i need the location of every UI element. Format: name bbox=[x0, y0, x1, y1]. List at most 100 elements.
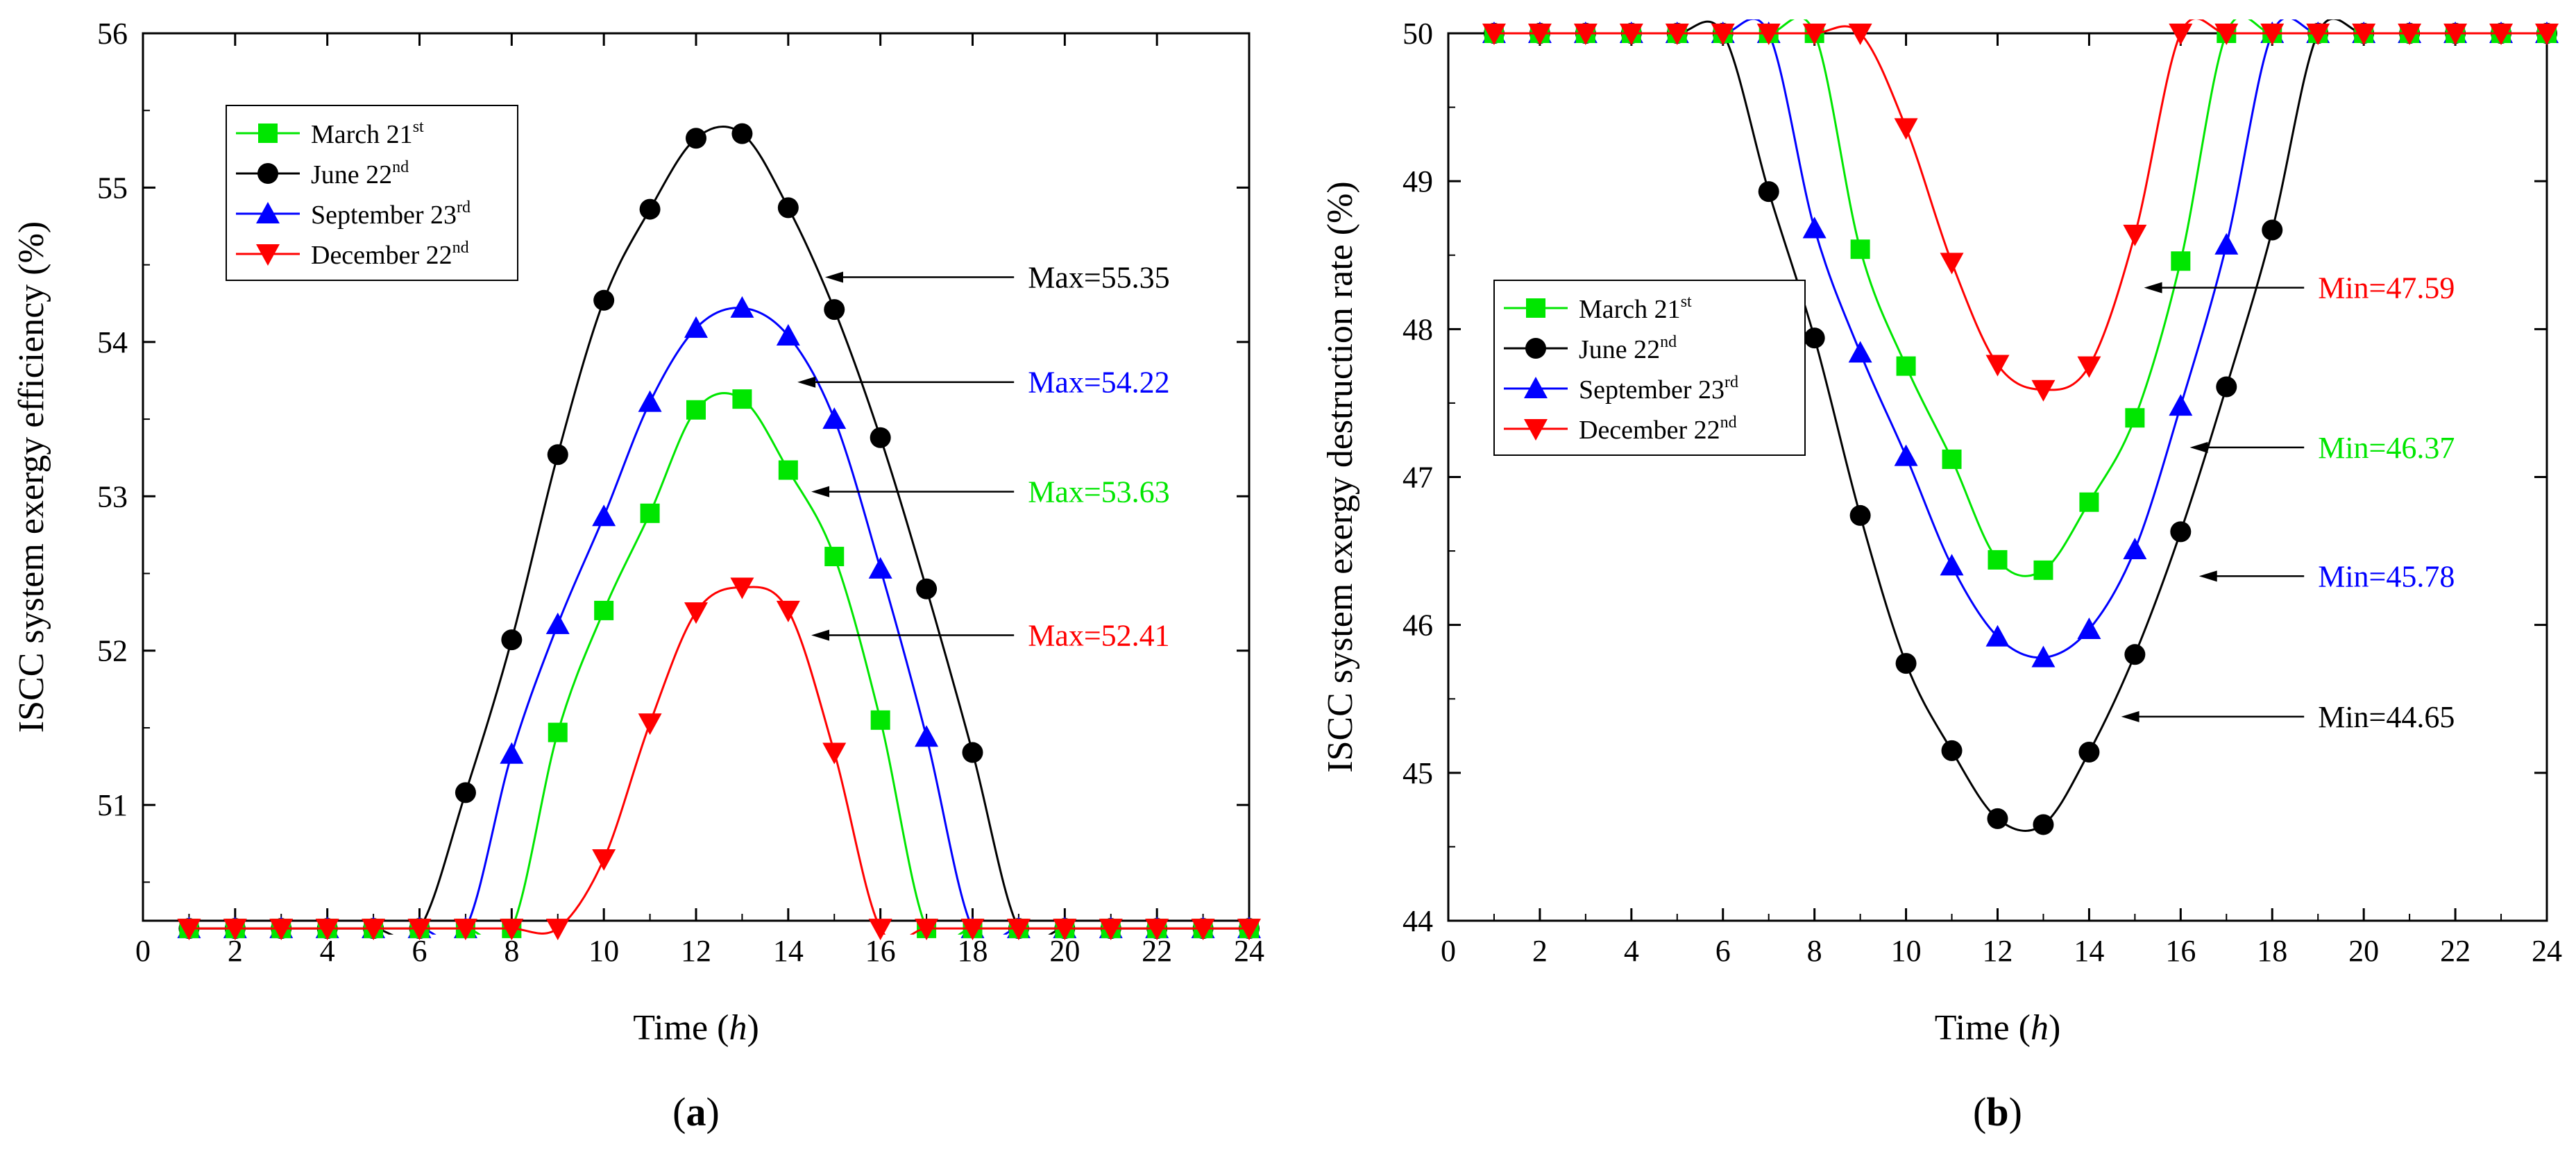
data-point bbox=[545, 612, 570, 634]
legend-marker bbox=[1524, 419, 1548, 441]
legend-entry-name: June 22 bbox=[1579, 335, 1660, 364]
y-tick-label: 48 bbox=[1403, 312, 1433, 346]
legend-marker bbox=[1524, 377, 1548, 398]
annotation-arrow-head bbox=[824, 271, 843, 283]
data-point bbox=[1940, 554, 1964, 576]
data-point bbox=[407, 919, 432, 941]
annotation-arrow-head bbox=[811, 486, 830, 497]
data-point bbox=[2077, 618, 2101, 640]
data-point bbox=[824, 547, 845, 567]
x-tick-label: 10 bbox=[1891, 934, 1922, 968]
data-point bbox=[2123, 537, 2147, 559]
series-line bbox=[1493, 19, 2547, 391]
x-axis-label-text: Time ( bbox=[633, 1008, 729, 1048]
legend-entry-sup: nd bbox=[392, 158, 409, 176]
data-point bbox=[1237, 919, 1261, 941]
data-point bbox=[1985, 624, 2010, 647]
series-december-22 bbox=[177, 577, 1261, 941]
data-point bbox=[777, 197, 799, 219]
data-point bbox=[686, 128, 706, 149]
data-point bbox=[1940, 253, 1964, 275]
data-point bbox=[2306, 24, 2330, 45]
data-point bbox=[638, 713, 662, 735]
panel-label-open: ( bbox=[672, 1089, 686, 1134]
data-point bbox=[2171, 251, 2191, 271]
data-point bbox=[592, 849, 616, 871]
y-tick-label: 49 bbox=[1403, 164, 1433, 198]
x-tick-label: 6 bbox=[1715, 934, 1731, 968]
legend-entry: December 22nd bbox=[311, 239, 469, 270]
y-tick-label: 47 bbox=[1403, 461, 1433, 495]
data-point bbox=[1191, 919, 1215, 941]
data-point bbox=[1619, 24, 1643, 45]
y-tick-label: 51 bbox=[97, 788, 128, 822]
legend-marker bbox=[256, 202, 280, 223]
data-point bbox=[1895, 653, 1917, 674]
data-point bbox=[2260, 24, 2285, 45]
annotations: Max=55.35 Max=54.22 Max=53.63 Max=52.41 bbox=[797, 260, 1170, 652]
data-point bbox=[547, 444, 568, 466]
x-tick-label: 2 bbox=[228, 934, 243, 968]
data-point bbox=[915, 725, 939, 747]
data-point bbox=[1145, 919, 1169, 941]
data-point bbox=[2169, 24, 2193, 45]
y-tick-label: 45 bbox=[1403, 756, 1433, 790]
annotation-label: Min=47.59 bbox=[2318, 271, 2455, 305]
legend-entry: June 22nd bbox=[1579, 333, 1677, 364]
data-point bbox=[1756, 24, 1781, 45]
x-axis-label-unit: h bbox=[729, 1008, 747, 1048]
data-point bbox=[732, 389, 752, 409]
data-point bbox=[455, 782, 476, 803]
data-point bbox=[2031, 380, 2056, 402]
panel-label-close: ) bbox=[706, 1089, 720, 1134]
annotation-arrow-head bbox=[797, 376, 816, 388]
y-tick-label: 46 bbox=[1403, 608, 1433, 642]
x-axis-label-text: Time ( bbox=[1935, 1008, 2031, 1048]
legend-marker bbox=[256, 244, 280, 266]
data-point bbox=[2352, 24, 2376, 45]
data-point bbox=[1711, 24, 1735, 45]
legend-entry-name: March 21 bbox=[311, 120, 413, 149]
data-point bbox=[2123, 224, 2147, 246]
x-axis-label: Time (h) bbox=[1935, 1008, 2061, 1048]
data-point bbox=[2398, 24, 2422, 45]
x-tick-label: 4 bbox=[320, 934, 335, 968]
x-tick-label: 20 bbox=[2348, 934, 2379, 968]
data-point bbox=[177, 919, 201, 941]
data-point bbox=[2033, 814, 2054, 835]
annotations: Min=47.59 Min=46.37 Min=45.78 Min=44.65 bbox=[2121, 271, 2455, 734]
data-point bbox=[2489, 24, 2514, 45]
data-point bbox=[730, 296, 754, 318]
y-tick-label: 53 bbox=[97, 479, 128, 513]
data-point bbox=[2216, 376, 2237, 398]
legend-entry: March 21st bbox=[1579, 293, 1692, 324]
data-point bbox=[822, 742, 847, 765]
annotation-label: Max=53.63 bbox=[1028, 475, 1169, 509]
y-tick-label: 55 bbox=[97, 171, 128, 205]
data-point bbox=[776, 600, 800, 622]
data-point bbox=[223, 919, 247, 941]
panel-label-letter: a bbox=[686, 1089, 706, 1134]
legend-box bbox=[1493, 280, 1806, 456]
data-point bbox=[2125, 408, 2145, 428]
data-point bbox=[1099, 919, 1123, 941]
data-point bbox=[2031, 645, 2056, 667]
data-point bbox=[1850, 239, 1870, 259]
data-point bbox=[2262, 219, 2283, 241]
data-point bbox=[824, 299, 845, 321]
x-tick-label: 8 bbox=[504, 934, 519, 968]
legend-entry-name: September 23 bbox=[1579, 375, 1725, 405]
data-point bbox=[684, 316, 708, 338]
annotation-label: Min=44.65 bbox=[2318, 700, 2455, 734]
x-tick-label: 6 bbox=[412, 934, 427, 968]
legend-entry: September 23rd bbox=[1579, 373, 1738, 405]
x-tick-label: 2 bbox=[1532, 934, 1548, 968]
data-point bbox=[1848, 24, 1872, 45]
data-point bbox=[1849, 504, 1871, 526]
data-point bbox=[2077, 356, 2101, 378]
legend-entry: June 22nd bbox=[311, 158, 409, 189]
series-line bbox=[189, 586, 1249, 935]
